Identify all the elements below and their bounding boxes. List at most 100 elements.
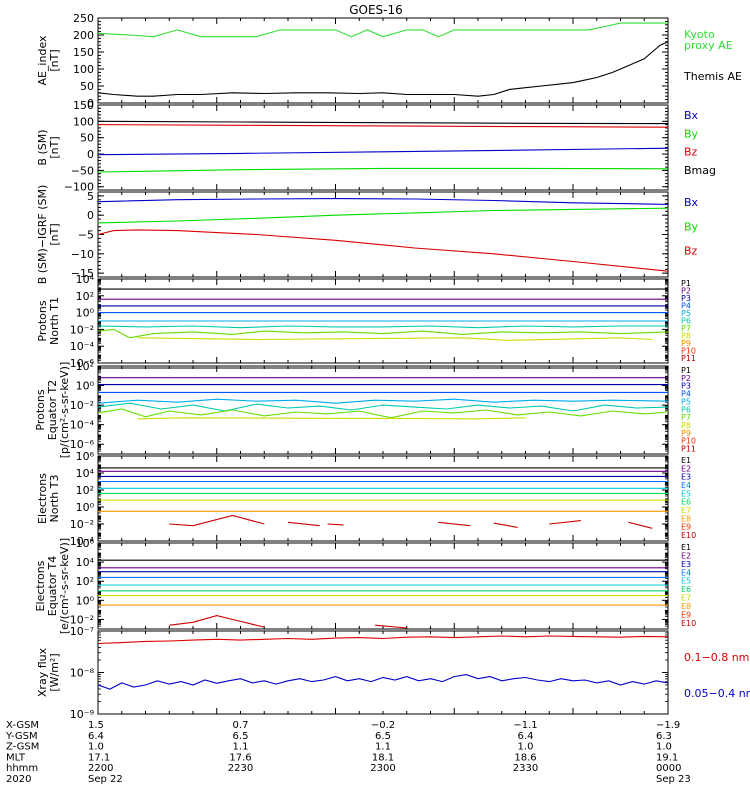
- legend-entry: P7: [681, 324, 691, 333]
- x-row-value: 6.3: [656, 731, 672, 742]
- panel-frame: [97, 455, 669, 542]
- y-tick-label: 10⁰: [76, 307, 95, 320]
- y-axis-label: Xray flux: [36, 647, 49, 697]
- y-tick-label: 10²: [76, 484, 94, 497]
- y-tick-label: −5: [78, 229, 94, 242]
- legend-entry: Bx: [684, 196, 699, 209]
- series-line: [327, 523, 344, 526]
- series-line: [628, 521, 653, 529]
- legend-entry: P2: [681, 374, 691, 383]
- y-axis-label: [W/m²]: [48, 653, 61, 691]
- legend-entry: E4: [681, 568, 691, 577]
- y-tick-label: 10⁻²: [70, 323, 94, 336]
- legend-entry: proxy AE: [684, 39, 733, 52]
- y-tick-label: 10⁶: [76, 537, 95, 550]
- panel-electrons_t4: 10⁶ 10⁴ 10² 10⁰ 10⁻² Electrons Equator T4 [e/(c…: [34, 537, 696, 634]
- x-row-value: −0.2: [371, 720, 395, 731]
- y-axis-label: B (SM)−IGRF (SM): [36, 185, 49, 285]
- y-tick-label: −10: [71, 248, 94, 261]
- legend-entry: Bmag: [684, 164, 716, 177]
- legend-entry: E8: [681, 602, 691, 611]
- legend-entry: 0.05−0.4 nm: [684, 687, 750, 700]
- y-tick-label: 10⁻⁶: [70, 438, 95, 451]
- y-tick-label: 10⁻²: [70, 518, 94, 531]
- x-row-value: 2230: [228, 763, 253, 774]
- legend-entry: E10: [681, 619, 696, 628]
- series-line: [97, 207, 669, 224]
- legend-entry: P9: [681, 429, 691, 438]
- y-tick-label: 10⁻²: [70, 399, 94, 412]
- chart-title: GOES-16: [349, 3, 403, 17]
- y-tick-label: 10²: [76, 360, 94, 373]
- legend-entry: P4: [681, 390, 691, 399]
- x-row-label: hhmm: [6, 763, 38, 774]
- series-line: [97, 674, 669, 690]
- y-axis-label: [nT]: [48, 136, 61, 158]
- y-tick-label: 10⁻⁸: [70, 667, 95, 680]
- x-row-value: 18.6: [514, 752, 536, 763]
- x-row-label: MLT: [6, 752, 26, 763]
- legend-entry: E1: [681, 543, 691, 552]
- y-tick-label: 0: [87, 148, 94, 161]
- legend-entry: E7: [681, 506, 691, 515]
- series-line: [97, 325, 668, 329]
- y-tick-label: 100: [73, 115, 94, 128]
- series-line: [97, 22, 668, 38]
- y-tick-label: 10⁰: [76, 594, 95, 607]
- series-line: [97, 41, 669, 97]
- x-row-value: −1.1: [513, 720, 537, 731]
- legend-entry: P5: [681, 309, 691, 318]
- y-tick-label: 100: [73, 63, 94, 76]
- y-axis-label: AE_index: [36, 35, 49, 86]
- y-tick-label: 10⁴: [76, 556, 95, 569]
- x-row-value: 17.6: [229, 752, 251, 763]
- y-axis-label: [nT]: [48, 49, 61, 71]
- legend-entry: P9: [681, 339, 691, 348]
- x-row-value: 0.7: [233, 720, 249, 731]
- y-tick-label: 0: [87, 97, 94, 110]
- y-axis-label: [e/(cm²-s-sr-keV)]: [58, 538, 71, 634]
- y-tick-label: 0: [87, 209, 94, 222]
- x-row-value: 1.0: [656, 742, 672, 753]
- y-tick-label: 10⁻⁹: [70, 708, 94, 721]
- x-row-label: 2020: [6, 774, 31, 785]
- legend-entry: E3: [681, 473, 691, 482]
- y-tick-label: 50: [80, 132, 94, 145]
- legend-entry: P8: [681, 421, 691, 430]
- series-line: [375, 624, 407, 629]
- legend-entry: P10: [681, 437, 696, 446]
- series-line: [97, 198, 669, 205]
- series-line: [97, 402, 669, 412]
- y-tick-label: 10⁴: [76, 273, 95, 286]
- series-line: [287, 521, 320, 527]
- series-line: [97, 229, 669, 272]
- y-tick-label: 250: [73, 12, 94, 25]
- legend-entry: P3: [681, 382, 691, 391]
- panel-frame: [97, 17, 669, 104]
- y-axis-label: North T1: [48, 297, 61, 345]
- y-axis-label: B (SM): [36, 129, 49, 165]
- legend-entry: E5: [681, 489, 691, 498]
- x-row-value: 18.1: [372, 752, 394, 763]
- y-axis-label: Protons: [36, 300, 49, 341]
- series-line: [97, 120, 669, 125]
- y-tick-label: 10⁻⁷: [70, 625, 94, 638]
- x-row-value: 1.0: [88, 742, 104, 753]
- legend-entry: Bz: [684, 146, 698, 159]
- y-axis-label: North T3: [48, 475, 61, 523]
- series-line: [97, 398, 669, 404]
- legend-entry: P11: [681, 354, 696, 363]
- panel-bsm: −100 −50 0 50 100 150 B (SM) [nT] Bx By Bz Bmag: [36, 99, 716, 194]
- legend-entry: P4: [681, 302, 691, 311]
- y-tick-label: 10⁰: [76, 380, 95, 393]
- series-line: [493, 522, 518, 528]
- series-line: [169, 514, 265, 527]
- legend-entry: P3: [681, 294, 691, 303]
- y-tick-label: −50: [71, 164, 94, 177]
- legend-entry: E9: [681, 523, 691, 532]
- x-row-value: 6.5: [233, 731, 249, 742]
- series-line: [137, 337, 653, 341]
- legend-entry: Bz: [684, 245, 698, 258]
